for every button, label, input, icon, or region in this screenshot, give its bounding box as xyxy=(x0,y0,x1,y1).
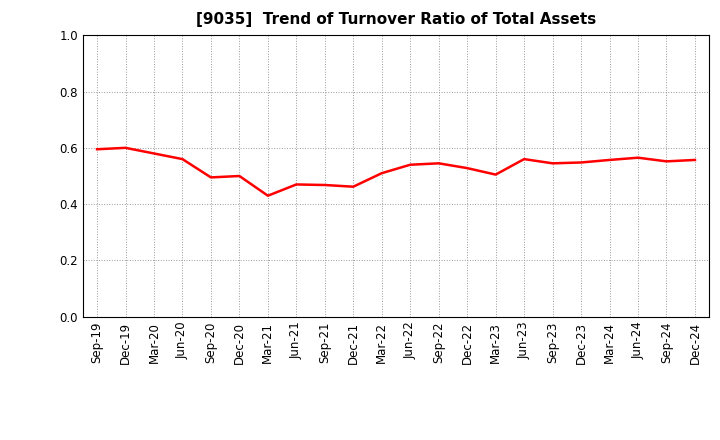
Title: [9035]  Trend of Turnover Ratio of Total Assets: [9035] Trend of Turnover Ratio of Total … xyxy=(196,12,596,27)
